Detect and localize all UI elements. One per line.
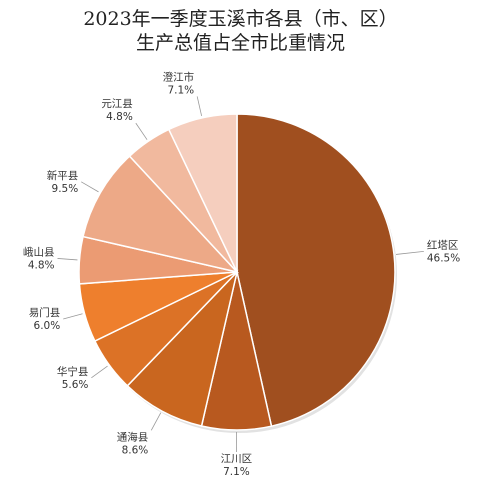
slice-value-label: 6.0% <box>34 320 61 332</box>
pie-slice-8 <box>167 113 238 273</box>
slice-value-label: 7.1% <box>223 466 250 478</box>
leader-line-6 <box>81 181 99 193</box>
leader-line-5 <box>57 258 78 261</box>
slice-value-label: 5.6% <box>62 379 89 391</box>
slice-value-label: 4.8% <box>106 111 133 123</box>
slice-name-label: 新平县 <box>47 169 79 182</box>
slice-name-label: 通海县 <box>117 430 149 443</box>
slice-name-label: 红塔区 <box>427 238 459 251</box>
slice-value-label: 46.5% <box>427 252 460 264</box>
slice-value-label: 7.1% <box>167 84 194 96</box>
slice-name-label: 峨山县 <box>23 246 55 258</box>
pie-slice-0 <box>236 113 396 428</box>
leader-line-0 <box>395 250 424 255</box>
pie-slice-6 <box>82 155 240 274</box>
chart-title: 2023年一季度玉溪市各县（市、区） <box>83 8 398 30</box>
leader-line-3 <box>91 365 108 379</box>
slice-name-label: 华宁县 <box>57 365 89 378</box>
leader-line-8 <box>196 96 203 117</box>
slice-value-label: 9.5% <box>52 183 79 195</box>
leader-line-7 <box>135 122 148 140</box>
slice-name-label: 易门县 <box>29 306 61 319</box>
slice-name-label: 澄江市 <box>163 70 195 83</box>
slice-value-label: 4.8% <box>28 259 55 271</box>
slice-name-label: 江川区 <box>221 453 253 465</box>
chart-subtitle: 生产总值占全市比重情况 <box>135 32 345 54</box>
slice-value-label: 8.6% <box>122 444 149 456</box>
leader-line-4 <box>63 313 83 320</box>
pie-slice-2 <box>126 269 239 427</box>
leader-line-2 <box>150 412 162 431</box>
slice-name-label: 元江县 <box>101 98 133 110</box>
